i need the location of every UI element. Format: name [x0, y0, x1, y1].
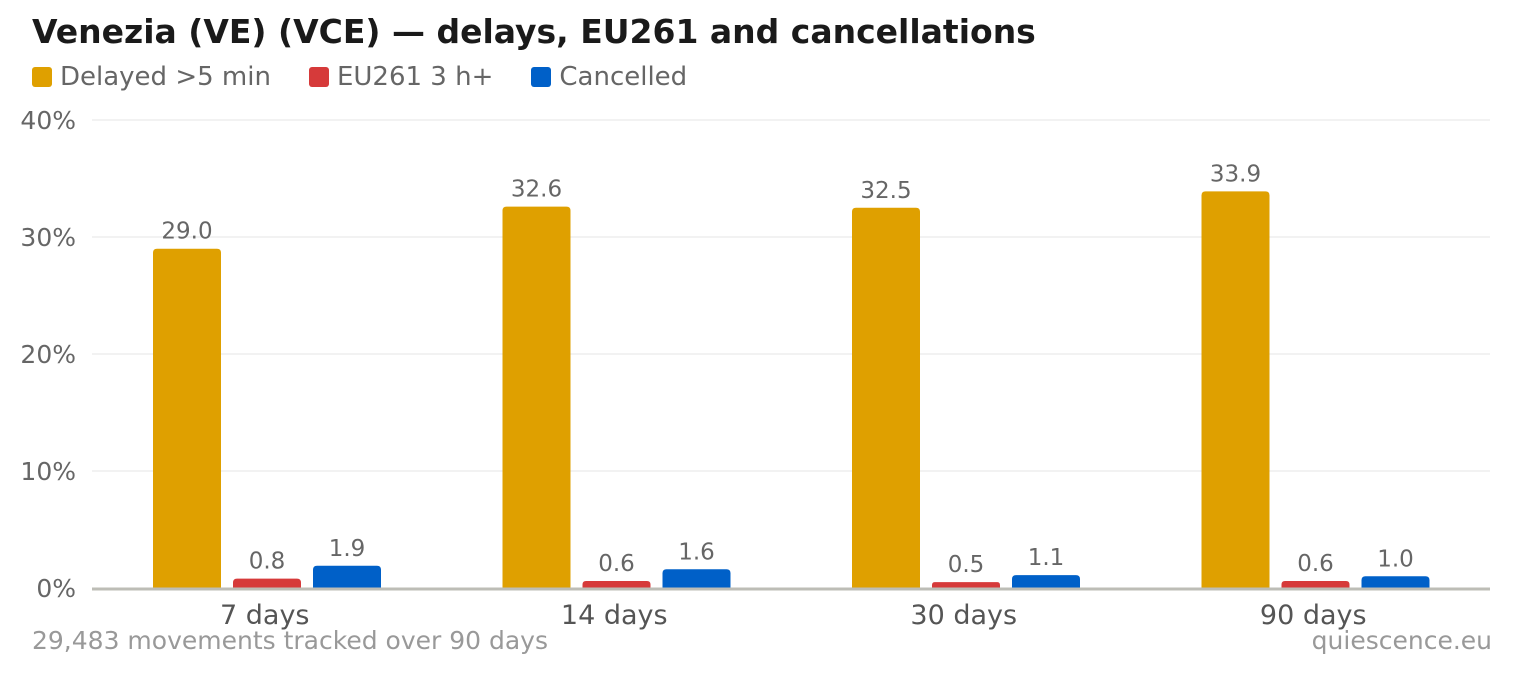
legend-label: Cancelled — [559, 62, 688, 92]
data-label: 0.6 — [1297, 551, 1334, 577]
x-tick-label: 90 days — [1260, 600, 1367, 631]
bar — [153, 248, 221, 588]
data-label: 1.1 — [1028, 545, 1065, 571]
x-tick-label: 30 days — [910, 600, 1017, 631]
legend-item: Delayed >5 min — [32, 62, 271, 92]
y-tick-label: 0% — [36, 574, 76, 603]
bar — [932, 582, 1000, 588]
x-tick-label: 7 days — [220, 600, 310, 631]
bar — [852, 207, 920, 588]
y-tick-label: 20% — [20, 340, 76, 369]
legend-swatch — [32, 67, 52, 87]
source-credit: quiescence.eu — [1311, 626, 1492, 655]
chart-legend: Delayed >5 min EU261 3 h+ Cancelled — [32, 60, 725, 94]
chart-title: Venezia (VE) (VCE) — delays, EU261 and c… — [32, 12, 1036, 51]
x-tick-label: 14 days — [561, 600, 668, 631]
y-tick-label: 10% — [20, 457, 76, 486]
bar — [582, 580, 651, 588]
legend-label: EU261 3 h+ — [336, 62, 494, 92]
bar — [1012, 575, 1080, 588]
bar — [1281, 580, 1350, 588]
data-label: 29.0 — [161, 219, 212, 245]
bar — [1201, 191, 1270, 588]
movements-note: 29,483 movements tracked over 90 days — [32, 626, 548, 655]
bar — [662, 569, 731, 588]
data-label: 1.6 — [678, 539, 715, 565]
legend-label: Delayed >5 min — [60, 62, 271, 92]
legend-item: Cancelled — [531, 62, 687, 92]
data-label: 0.8 — [249, 549, 286, 575]
legend-item: EU261 3 h+ — [308, 62, 494, 92]
data-label: 1.0 — [1377, 546, 1414, 572]
data-label: 32.5 — [860, 178, 911, 204]
y-tick-label: 30% — [20, 223, 76, 252]
data-label: 1.9 — [329, 536, 366, 562]
data-label: 32.6 — [511, 177, 562, 203]
data-label: 0.5 — [948, 552, 985, 578]
legend-swatch — [308, 67, 329, 87]
legend-swatch — [531, 67, 552, 87]
bar — [313, 565, 381, 588]
data-label: 33.9 — [1210, 161, 1261, 187]
bar — [1361, 576, 1430, 588]
data-label: 0.6 — [598, 551, 635, 577]
bar — [502, 206, 571, 588]
y-tick-label: 40% — [20, 106, 76, 135]
bar — [233, 578, 301, 588]
